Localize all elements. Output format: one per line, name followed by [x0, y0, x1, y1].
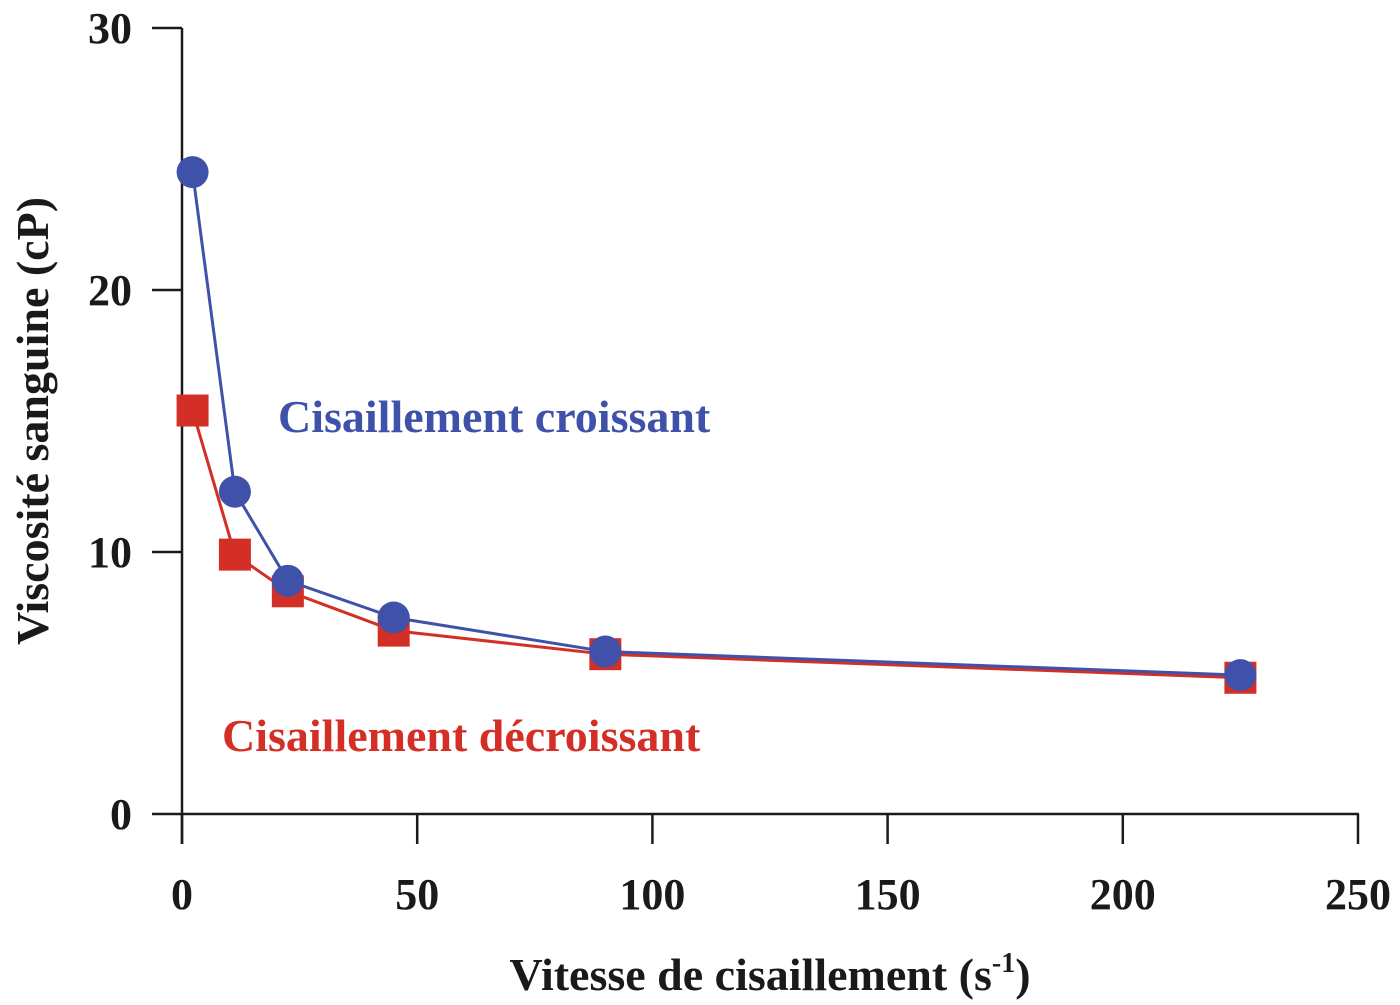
y-tick-label: 30: [88, 4, 132, 53]
x-axis-title-main: Vitesse de cisaillement (s: [509, 949, 991, 1000]
x-tick-label: 150: [855, 870, 921, 919]
data-point-square: [218, 538, 251, 571]
series-label-increasing: Cisaillement croissant: [278, 391, 711, 442]
data-point-circle: [377, 601, 410, 634]
x-axis-title: Vitesse de cisaillement (s-1): [509, 948, 1030, 1000]
series-line: [191, 171, 1241, 677]
data-point-square: [176, 394, 209, 427]
x-tick-label: 0: [171, 870, 193, 919]
data-point-circle: [271, 564, 304, 597]
data-point-circle: [1224, 659, 1257, 692]
data-point-circle: [176, 156, 209, 189]
y-tick-label: 10: [88, 528, 132, 577]
series-increasing: [176, 156, 1257, 692]
x-tick-label: 100: [619, 870, 685, 919]
x-axis-title-suffix: ): [1015, 949, 1030, 1000]
y-axis-title: Viscosité sanguine (cP): [7, 197, 58, 645]
data-point-circle: [589, 635, 622, 668]
x-axis-title-superscript: -1: [992, 948, 1015, 979]
y-tick-label: 20: [88, 266, 132, 315]
x-tick-label: 200: [1090, 870, 1156, 919]
series-line: [191, 410, 1241, 680]
y-tick-label: 0: [110, 790, 132, 839]
x-tick-label: 50: [395, 870, 439, 919]
data-point-circle: [218, 475, 251, 508]
series-layer: [176, 156, 1257, 694]
x-tick-label: 250: [1325, 870, 1391, 919]
y-ticks: 0 10 20 30: [88, 4, 182, 839]
series-label-decreasing: Cisaillement décroissant: [222, 710, 701, 761]
x-ticks: 0 50 100 150 200 250: [171, 814, 1391, 919]
